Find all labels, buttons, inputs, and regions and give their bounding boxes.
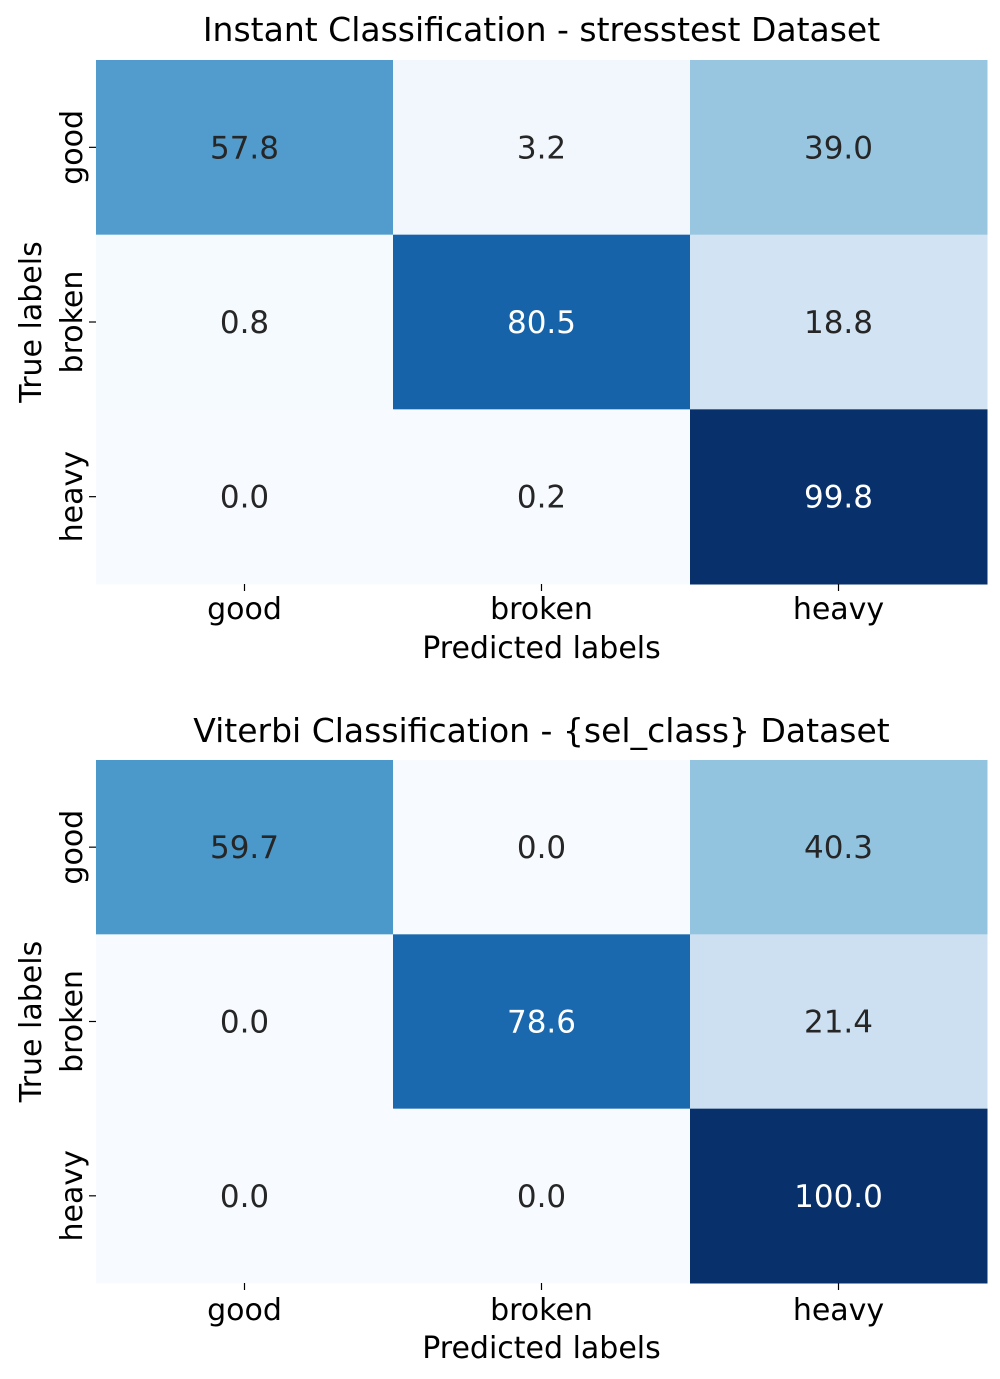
heatmap-cell-r0-c2: [690, 760, 988, 935]
cell-value-label-r1-c0: 0.0: [220, 1004, 269, 1040]
y-axis-label: True labels: [14, 941, 49, 1103]
heatmap-cell-r1-c2: [690, 934, 988, 1110]
cell-value-label-r1-c1: 80.5: [507, 305, 576, 341]
y-axis-label: True labels: [14, 241, 49, 403]
cell-value-label-r1-c0: 0.8: [220, 305, 269, 341]
heatmap-cell-r2-c0: [96, 409, 394, 585]
cell-value-label-r0-c2: 40.3: [804, 830, 873, 866]
heatmap-cell-r2-c2: [690, 409, 988, 585]
heatmap-cell-r1-c1: [393, 234, 691, 410]
cell-value-label-r1-c2: 18.8: [804, 305, 873, 341]
y-tick-label-good: good: [55, 110, 90, 185]
y-tick-label-broken: broken: [55, 970, 90, 1073]
y-tick-label-heavy: heavy: [55, 451, 90, 542]
cell-value-label-r2-c0: 0.0: [220, 1179, 269, 1215]
heatmap-cell-r2-c1: [393, 409, 691, 585]
cell-value-label-r0-c0: 57.8: [210, 130, 279, 166]
y-tick-label-broken: broken: [55, 271, 90, 374]
heatmap-cell-r2-c2: [690, 1108, 988, 1284]
x-tick-label-good: good: [207, 592, 282, 627]
x-tick-label-broken: broken: [490, 592, 593, 627]
heatmap-panel-1: 57.8 3.2 39.0 0.8 80.5 18.8 0.0 0.2 99.8 Instant …: [14, 10, 988, 666]
x-tick-label-heavy: heavy: [793, 1293, 884, 1328]
cell-value-label-r2-c1: 0.0: [517, 1179, 566, 1215]
cell-value-label-r2-c2: 100.0: [794, 1179, 883, 1215]
x-tick-label-heavy: heavy: [793, 592, 884, 627]
cell-value-label-r0-c1: 0.0: [517, 830, 566, 866]
cell-value-label-r0-c0: 59.7: [210, 830, 279, 866]
cell-value-label-r1-c2: 21.4: [804, 1004, 873, 1040]
cell-value-label-r2-c1: 0.2: [517, 480, 566, 516]
chart-title: Viterbi Classification - {sel_class} Dat…: [193, 711, 890, 750]
heatmap-cell-r1-c0: [96, 234, 394, 410]
heatmap-cell-r1-c2: [690, 234, 988, 410]
heatmap-cell-r0-c0: [96, 760, 394, 935]
x-axis-label: Predicted labels: [422, 631, 661, 666]
heatmap-cell-r0-c1: [393, 760, 691, 935]
heatmap-cell-r0-c1: [393, 60, 691, 236]
cell-value-label-r2-c0: 0.0: [220, 480, 269, 516]
y-tick-label-heavy: heavy: [55, 1150, 90, 1241]
heatmap-cell-r0-c0: [96, 60, 394, 236]
heatmap-cell-r2-c0: [96, 1108, 394, 1284]
cell-value-label-r0-c2: 39.0: [804, 130, 873, 166]
x-tick-label-broken: broken: [490, 1293, 593, 1328]
cell-value-label-r0-c1: 3.2: [517, 130, 566, 166]
heatmap-cell-r0-c2: [690, 60, 988, 236]
x-axis-label: Predicted labels: [422, 1331, 661, 1366]
heatmap-panel-2: 59.7 0.0 40.3 0.0 78.6 21.4 0.0 0.0 100.0 Viterbi…: [14, 711, 988, 1366]
heatmap-cell-r1-c0: [96, 934, 394, 1110]
heatmap-cell-r1-c1: [393, 934, 691, 1110]
x-tick-label-good: good: [207, 1293, 282, 1328]
y-tick-label-good: good: [55, 810, 90, 885]
chart-title: Instant Classification - stresstest Data…: [203, 10, 880, 49]
cell-value-label-r1-c1: 78.6: [507, 1004, 576, 1040]
cell-value-label-r2-c2: 99.8: [804, 480, 873, 516]
heatmap-cell-r2-c1: [393, 1108, 691, 1284]
